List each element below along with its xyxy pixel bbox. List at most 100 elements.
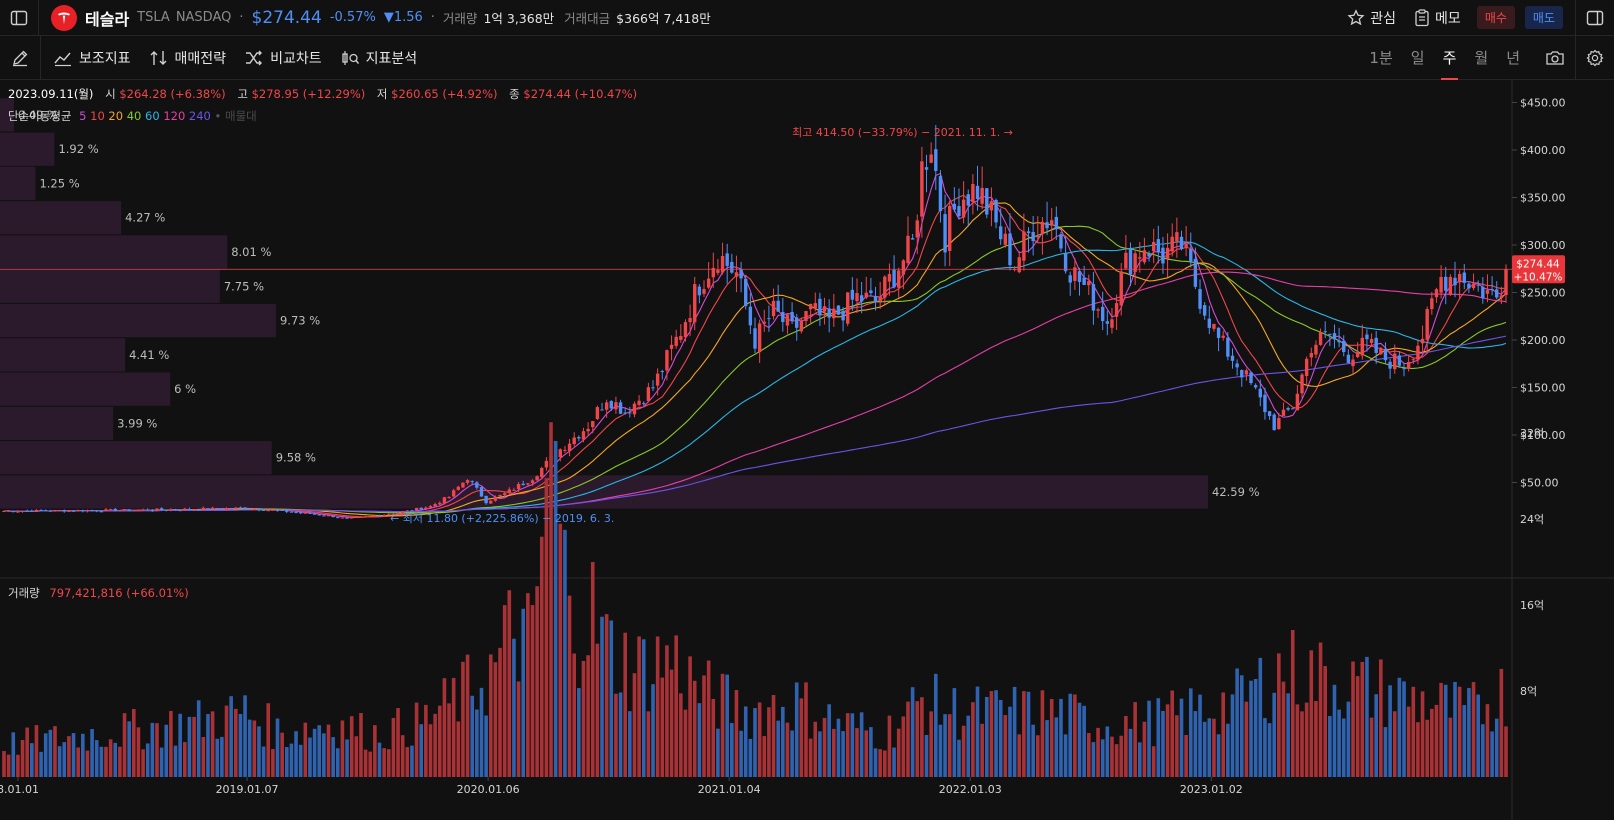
volume-bar (669, 669, 674, 777)
volume-bar (1184, 734, 1188, 777)
buy-button[interactable]: 매수 (1476, 6, 1515, 29)
volume-bar (257, 726, 261, 777)
volume-bar (590, 562, 595, 777)
tesla-icon (58, 12, 70, 24)
volume-bar (1017, 734, 1022, 777)
candle-body (1175, 232, 1179, 242)
volume-bar (67, 736, 71, 777)
right-panel-toggle-button[interactable] (1576, 0, 1614, 36)
volume-bar (614, 693, 618, 777)
volume-bar (1137, 742, 1142, 777)
volume-bar (39, 751, 43, 777)
candle-body (118, 510, 122, 512)
candle-body (693, 284, 697, 323)
volume-bar (308, 737, 312, 777)
settings-button[interactable] (1576, 36, 1614, 80)
sidebar-toggle-button[interactable] (0, 0, 38, 36)
candle-body (1142, 250, 1147, 263)
candle-body (591, 421, 595, 428)
candle-body (1161, 247, 1165, 264)
volume-bar (1411, 686, 1416, 777)
amount-label: 거래대금 (564, 11, 611, 26)
candle-body (910, 238, 915, 240)
time-tick-label: 2023.01.02 (1180, 783, 1243, 796)
volume-bar (48, 729, 53, 777)
candle-body (1365, 334, 1369, 340)
candle-body (679, 336, 683, 340)
draw-button[interactable] (0, 36, 40, 80)
volume-bar (785, 722, 790, 777)
volume-bar (535, 586, 539, 777)
candle-body (1351, 359, 1355, 367)
volume-profile-label: 4.41 % (129, 348, 169, 362)
volume-bar (11, 732, 16, 777)
ma240-label: 240 (188, 109, 211, 123)
candle-body (326, 515, 331, 517)
candle-body (762, 321, 766, 324)
watch-button[interactable]: 관심 (1347, 8, 1396, 28)
volume-bar (1457, 686, 1462, 777)
volume-legend: 거래량 797,421,816 (+66.01%) (8, 585, 189, 601)
price-tick-label: $400.00 (1520, 144, 1566, 157)
toolbar-compare-button[interactable]: 비교차트 (244, 48, 322, 68)
volume-bar (206, 714, 210, 777)
candle-body (405, 510, 410, 512)
volume-bar (544, 478, 549, 777)
volume-bar (1221, 692, 1226, 777)
candle-body (674, 336, 678, 346)
volume-bar (901, 716, 906, 777)
current-price-badge-change: +10.47% (1514, 271, 1563, 283)
volume-bar (655, 636, 660, 777)
memo-button[interactable]: 메모 (1414, 8, 1461, 28)
watch-label: 관심 (1370, 10, 1397, 27)
volume-bar (1425, 719, 1429, 777)
candle-body (1272, 414, 1276, 431)
period-year[interactable]: 년 (1506, 49, 1520, 67)
screenshot-button[interactable] (1535, 36, 1575, 80)
volume-tick-label: 24억 (1520, 513, 1544, 526)
candle-body (127, 509, 131, 511)
volume-bar (410, 745, 414, 777)
candle-body (808, 303, 813, 310)
candle-body (34, 509, 39, 512)
volume-bar (108, 739, 113, 777)
sidebar-icon (10, 10, 28, 25)
candle-body (1077, 271, 1082, 282)
gear-icon (1586, 49, 1604, 66)
period-1min[interactable]: 1분 (1369, 49, 1393, 67)
toolbar-strategy-button[interactable]: 매매전략 (149, 48, 226, 68)
volume-bar (400, 735, 405, 777)
candle-body (688, 318, 692, 323)
toolbar-indicators-button[interactable]: 보조지표 (53, 48, 131, 68)
volume-bar (280, 732, 284, 777)
candle-body (11, 511, 15, 513)
candle-body (1091, 284, 1096, 311)
candle-body (178, 510, 182, 512)
period-day[interactable]: 일 (1410, 49, 1425, 67)
price-chart[interactable]: 0.49 % 1.92 % 1.25 % 4.27 % 8.01 % 7.75 % 9.73… (0, 80, 1614, 820)
toolbar-analysis-button[interactable]: 지표분석 (340, 48, 417, 68)
camera-icon (1546, 50, 1564, 65)
volume-bar (1318, 642, 1323, 777)
candle-body (1471, 283, 1476, 289)
period-week[interactable]: 주 (1440, 49, 1459, 80)
candle-body (465, 480, 470, 483)
chart-toolbar: 보조지표 매매전략 비교차트 지표분석 1분 일 주 월 년 (0, 35, 1614, 80)
volume-profile-band (0, 269, 220, 303)
candle-body (1138, 257, 1142, 259)
price-tick-label: $50.00 (1520, 477, 1559, 490)
volume-bar (1082, 705, 1086, 777)
candle-body (920, 161, 924, 217)
volume-bar (122, 713, 127, 777)
candle-body (655, 373, 660, 386)
volume-bar (94, 740, 99, 777)
volume-bar (150, 722, 155, 777)
ma-legend[interactable]: 단순이동평균 5 10 20 40 60 120 240 • 매물대 (8, 108, 257, 124)
candle-body (915, 220, 919, 238)
volume-profile-label: 1.25 % (39, 176, 79, 190)
memo-icon (1415, 8, 1429, 26)
period-month[interactable]: 월 (1474, 49, 1489, 67)
candle-body (1240, 370, 1244, 378)
sell-button[interactable]: 매도 (1524, 6, 1563, 29)
volume-bar (224, 705, 229, 777)
